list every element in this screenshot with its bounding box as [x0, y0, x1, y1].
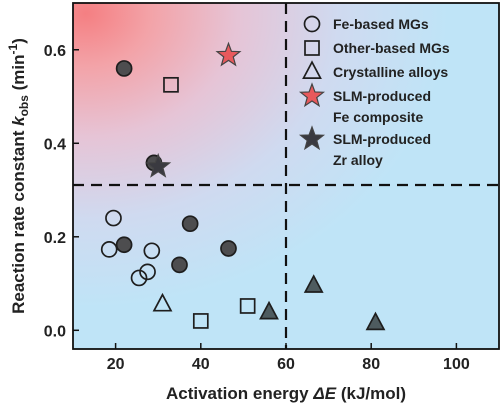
data-points: [100, 41, 386, 331]
legend-label: SLM-produced: [333, 88, 431, 104]
legend-label-line2: Fe composite: [333, 109, 423, 125]
data-point-circle: [105, 209, 122, 227]
legend-label: SLM-produced: [333, 131, 431, 147]
data-point-circle: [115, 236, 133, 254]
legend: Fe-based MGs Other-based MGs Crystalline a…: [298, 15, 450, 168]
data-point-star: [145, 152, 172, 178]
x-tick-label: 40: [192, 356, 210, 373]
y-tick-label: 0.4: [44, 136, 66, 153]
axis-ticks: 20 40 60 80 100 0.0 0.2 0.4 0.6: [44, 43, 470, 373]
data-point-square: [192, 313, 209, 329]
legend-marker-square: [304, 40, 320, 56]
legend-label-line2: Zr alloy: [333, 152, 383, 168]
plot-frame: [72, 2, 500, 350]
data-point-circle: [139, 263, 156, 281]
data-point-circle: [181, 215, 199, 233]
y-tick-label: 0.6: [44, 43, 66, 60]
x-tick-label: 100: [443, 356, 470, 373]
y-tick-label: 0.0: [44, 323, 66, 340]
legend-marker-circle: [303, 15, 321, 33]
x-axis-label-pre: Activation energy: [166, 384, 313, 403]
data-point-triangle: [303, 274, 324, 293]
data-point-triangle: [152, 292, 173, 312]
x-tick-label: 60: [277, 356, 295, 373]
y-axis-label-subscript: obs: [17, 95, 31, 117]
data-point-star: [215, 41, 242, 67]
y-tick-label: 0.2: [44, 230, 66, 247]
data-point-circle: [130, 269, 148, 287]
x-axis-label-unit: (kJ/mol): [336, 384, 406, 403]
legend-label: Fe-based MGs: [333, 16, 429, 32]
y-axis-label-unit-close: ): [9, 38, 28, 44]
x-axis-label-symbol: ΔE: [312, 384, 336, 403]
legend-marker-triangle: [302, 60, 322, 79]
legend-marker-star: [298, 125, 326, 151]
legend-label: Crystalline alloys: [333, 64, 448, 80]
legend-label: Other-based MGs: [333, 40, 450, 56]
x-tick-label: 20: [107, 356, 125, 373]
data-point-circle: [220, 240, 237, 257]
data-point-circle: [115, 60, 133, 77]
data-point-square: [239, 298, 256, 314]
data-point-triangle: [259, 300, 279, 320]
data-point-square: [163, 76, 179, 93]
x-axis-label: Activation energy ΔE (kJ/mol): [166, 384, 406, 403]
legend-marker-star: [298, 82, 326, 108]
data-point-triangle: [365, 311, 386, 331]
data-point-circle: [171, 256, 188, 274]
data-point-circle: [143, 242, 161, 260]
y-axis-label: Reaction rate constant kobs (min-1): [6, 38, 31, 314]
y-axis-label-superscript: -1: [6, 43, 20, 54]
x-tick-label: 80: [362, 356, 380, 373]
y-axis-label-symbol: k: [9, 115, 28, 126]
data-point-circle: [100, 241, 118, 258]
y-axis-label-pre: Reaction rate constant: [9, 126, 28, 314]
y-axis-label-unit-open: (min: [9, 54, 28, 95]
